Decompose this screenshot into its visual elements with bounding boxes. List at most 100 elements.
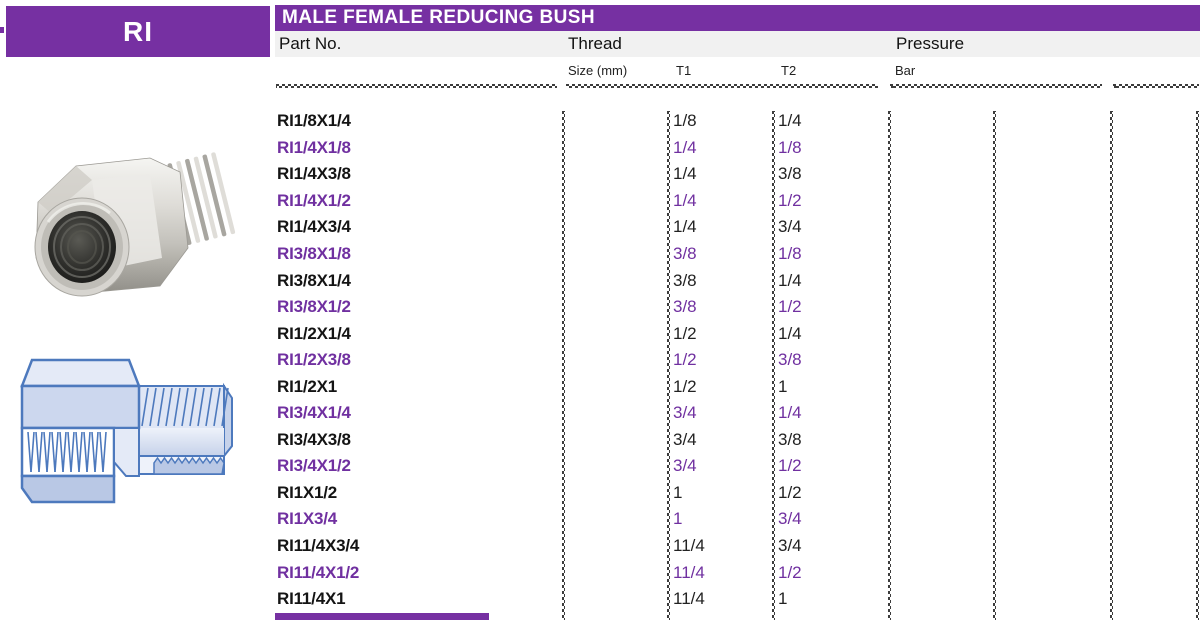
- table-row: RI1/2X1 1/2 1: [275, 373, 1200, 400]
- part-no-cell: RI3/8X1/8: [277, 244, 351, 263]
- t1-cell: 1: [673, 482, 683, 502]
- table-row: RI1X1/2 1 1/2: [275, 480, 1200, 507]
- column-separator: [772, 111, 775, 620]
- part-no-cell: RI1/2X1: [277, 376, 338, 396]
- t2-cell: 1/2: [778, 562, 802, 582]
- table-row: RI1/4X1/8 1/4 1/8: [275, 135, 1200, 162]
- t2-cell: 1/4: [778, 403, 802, 423]
- t1-cell: 1/8: [673, 111, 697, 131]
- t2-cell: 1/2: [778, 297, 802, 317]
- t2-cell: 1/2: [778, 456, 802, 476]
- t1-cell: 11/4: [673, 536, 705, 556]
- t2-cell: 3/4: [778, 217, 802, 237]
- table-row: RI11/4X3/4 11/4 3/4: [275, 533, 1200, 560]
- header-rule-thread: [566, 84, 878, 88]
- body-mid-band: [20, 384, 141, 430]
- part-no-cell: RI1/4X1/2: [277, 190, 351, 210]
- table-group-header-band: Part No. Thread Pressure: [275, 31, 1200, 57]
- t1-cell: 3/4: [673, 429, 697, 449]
- table-row: RI3/8X1/4 3/8 1/4: [275, 267, 1200, 294]
- column-group-pressure: Pressure: [896, 34, 965, 53]
- t1-cell: 1: [673, 509, 683, 529]
- male-thread-hatch: [141, 387, 229, 427]
- part-no-cell: RI1/4X3/4: [277, 217, 351, 237]
- column-separator: [993, 111, 996, 620]
- threaded-hole: [48, 211, 116, 283]
- column-t2: T2: [781, 63, 797, 78]
- stainless-reducing-bush-photo: [34, 152, 236, 297]
- male-lower-threads: [153, 456, 225, 475]
- t1-cell: 3/8: [673, 270, 697, 290]
- t1-cell: 1/2: [673, 350, 697, 370]
- t1-cell: 1/4: [673, 164, 697, 184]
- t1-cell: 1/4: [673, 217, 697, 237]
- opening-highlight: [46, 202, 111, 223]
- t2-cell: 1/2: [778, 482, 802, 502]
- t2-cell: 3/8: [778, 350, 802, 370]
- t2-cell: 1/4: [778, 323, 802, 343]
- column-separator: [1110, 111, 1113, 620]
- male-end-tip: [223, 382, 233, 459]
- table-row: RI1/2X1/4 1/2 1/4: [275, 320, 1200, 347]
- column-separator: [562, 111, 565, 620]
- section-title-bar: MALE FEMALE REDUCING BUSH: [275, 5, 1200, 31]
- t1-cell: 3/4: [673, 403, 697, 423]
- thread-ring: [53, 216, 111, 278]
- part-no-cell: RI3/8X1/4: [277, 270, 351, 290]
- t2-cell: 1/8: [778, 137, 802, 157]
- reducing-bush-cross-section-drawing: [20, 358, 233, 504]
- t2-cell: 3/8: [778, 164, 802, 184]
- part-no-cell: RI11/4X1: [277, 589, 346, 609]
- part-no-cell: RI1X3/4: [277, 509, 338, 529]
- table-sub-header-band: Size (mm) T1 T2 Bar: [275, 57, 1200, 84]
- part-no-cell: RI1/4X3/8: [277, 164, 351, 184]
- column-size-mm: Size (mm): [568, 63, 628, 78]
- part-no-cell: RI11/4X1/2: [277, 562, 360, 582]
- table-row: RI3/4X3/8 3/4 3/8: [275, 427, 1200, 454]
- table-row: RI1/2X3/8 1/2 3/8: [275, 347, 1200, 374]
- part-no-cell: RI1/2X3/8: [277, 350, 351, 370]
- next-section-bar-edge: [275, 613, 489, 620]
- column-group-thread: Thread: [568, 34, 622, 53]
- body-top-facet: [20, 358, 141, 388]
- header-rule-part: [276, 84, 557, 88]
- part-no-cell: RI1X1/2: [277, 482, 338, 502]
- table-row: RI1/4X1/2 1/4 1/2: [275, 188, 1200, 215]
- column-t1: T1: [676, 63, 692, 78]
- table-row: RI11/4X1 11/4 1: [275, 586, 1200, 613]
- table-row: RI1/4X3/8 1/4 3/8: [275, 161, 1200, 188]
- t1-cell: 3/8: [673, 297, 697, 317]
- table-row: RI3/8X1/8 3/8 1/8: [275, 241, 1200, 268]
- table-row: RI3/4X1/4 3/4 1/4: [275, 400, 1200, 427]
- column-separator: [667, 111, 670, 620]
- t2-cell: 3/4: [778, 536, 802, 556]
- t2-cell: 1: [778, 589, 788, 609]
- column-separator: [1196, 111, 1199, 620]
- column-group-part-no: Part No.: [279, 34, 342, 53]
- page-edge-notch: [0, 27, 4, 33]
- table-row: RI1/8X1/4 1/8 1/4: [275, 108, 1200, 135]
- bore-step: [113, 427, 140, 477]
- t1-cell: 11/4: [673, 562, 705, 582]
- part-no-cell: RI1/4X1/8: [277, 137, 351, 157]
- header-rule-right: [1113, 84, 1199, 88]
- body-bottom-band: [20, 474, 116, 504]
- thread-ring: [67, 230, 97, 264]
- t1-cell: 3/4: [673, 456, 697, 476]
- header-rule-pressure: [890, 84, 1102, 88]
- part-no-cell: RI3/4X1/2: [277, 456, 351, 476]
- t2-cell: 1/8: [778, 244, 802, 263]
- t1-cell: 1/2: [673, 323, 697, 343]
- table-row: RI1/4X3/4 1/4 3/4: [275, 214, 1200, 241]
- table-row: RI1X3/4 1 3/4: [275, 506, 1200, 533]
- t2-cell: 3/8: [778, 429, 802, 449]
- table-row: RI3/4X1/2 3/4 1/2: [275, 453, 1200, 480]
- section-title: MALE FEMALE REDUCING BUSH: [282, 7, 595, 28]
- male-shank: [139, 428, 224, 456]
- t2-cell: 1: [778, 376, 788, 396]
- column-separator: [888, 111, 891, 620]
- part-no-cell: RI3/4X1/4: [277, 403, 351, 423]
- t1-cell: 3/8: [673, 244, 697, 263]
- t1-cell: 1/4: [673, 137, 697, 157]
